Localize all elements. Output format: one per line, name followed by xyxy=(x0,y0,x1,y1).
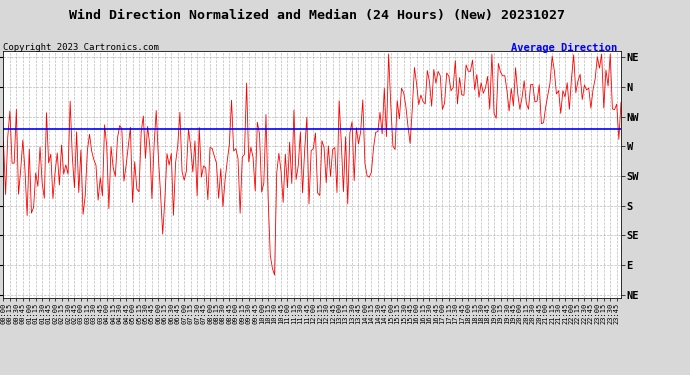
Text: Copyright 2023 Cartronics.com: Copyright 2023 Cartronics.com xyxy=(3,43,159,52)
Text: Wind Direction Normalized and Median (24 Hours) (New) 20231027: Wind Direction Normalized and Median (24… xyxy=(70,9,565,22)
Text: Average Direction: Average Direction xyxy=(511,43,618,53)
